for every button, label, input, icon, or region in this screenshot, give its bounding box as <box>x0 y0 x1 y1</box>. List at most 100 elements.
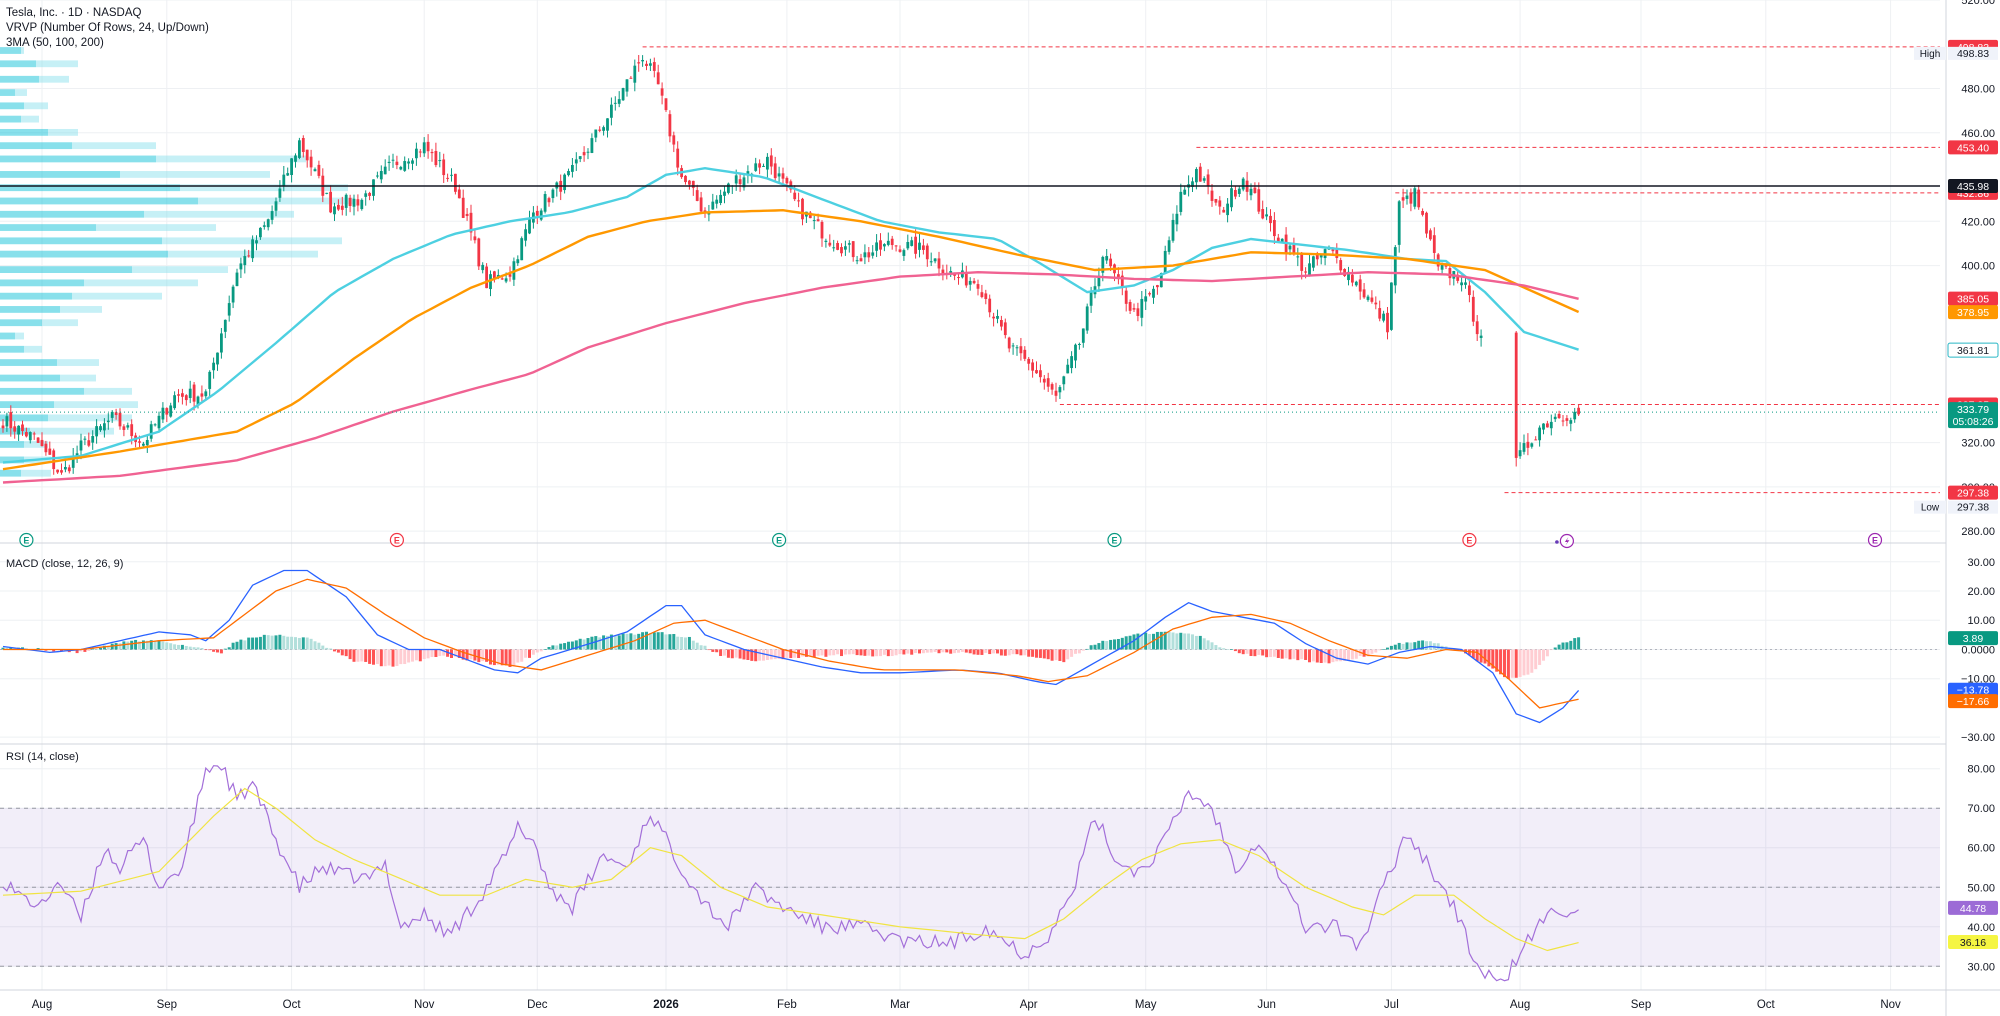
macd-histogram-bar <box>364 649 368 662</box>
candle <box>1471 290 1475 327</box>
macd-histogram-bar <box>313 641 317 650</box>
macd-histogram-bar <box>656 632 660 650</box>
candle <box>847 240 851 253</box>
rsi-axis-tick-label: 60.00 <box>1967 843 1995 855</box>
candle <box>855 255 859 265</box>
macd-histogram-bar <box>555 645 559 650</box>
candle <box>1070 351 1073 374</box>
macd-histogram-bar <box>687 636 691 650</box>
candle <box>348 194 352 213</box>
candle <box>243 249 247 274</box>
candle <box>91 430 95 450</box>
candle <box>1362 283 1366 299</box>
chart-legend: Tesla, Inc. · 1D · NASDAQ VRVP (Number O… <box>6 6 209 51</box>
candle <box>356 194 360 212</box>
candle <box>863 244 867 265</box>
macd-histogram-bar <box>282 635 286 650</box>
macd-histogram-bar <box>1569 640 1573 650</box>
time-axis-label: Oct <box>283 999 302 1011</box>
candle <box>321 168 325 203</box>
macd-histogram-bar <box>1272 649 1276 657</box>
macd-histogram-bar <box>1261 649 1265 656</box>
candle <box>40 432 44 447</box>
macd-histogram-bar <box>1339 649 1343 662</box>
macd-histogram-bar <box>399 649 403 665</box>
candle <box>1561 414 1565 427</box>
candle <box>1530 442 1534 449</box>
candle <box>1124 286 1128 312</box>
macd-histogram-bar <box>262 634 266 650</box>
svg-text:435.98: 435.98 <box>1957 181 1989 193</box>
macd-histogram-bar <box>465 649 469 661</box>
candle <box>844 240 847 256</box>
macd-histogram-bar <box>754 649 758 662</box>
rsi-value-tag: 36.16 <box>1948 934 1998 949</box>
macd-histogram-bar <box>403 649 407 665</box>
candle <box>1577 404 1580 416</box>
candle <box>535 205 539 225</box>
volume-profile-up-bar <box>0 441 24 448</box>
macd-histogram-bar <box>1206 640 1210 650</box>
moving-average-indicator-label[interactable]: 3MA (50, 100, 200) <box>6 37 104 49</box>
rsi-pane-title[interactable]: RSI (14, close) <box>6 751 79 763</box>
macd-histogram-bar <box>1417 640 1421 650</box>
macd-histogram-bar <box>1534 649 1538 670</box>
candle <box>758 159 761 175</box>
macd-histogram-bar <box>1549 649 1553 651</box>
candle <box>118 408 122 430</box>
macd-histogram-bar <box>1347 649 1350 661</box>
macd-histogram-bar <box>812 649 816 658</box>
macd-histogram-bar <box>1503 649 1506 678</box>
macd-histogram-bar <box>801 649 804 657</box>
macd-histogram-bar <box>157 640 161 650</box>
macd-histogram-bar <box>641 632 645 650</box>
candle <box>1 419 5 433</box>
candle <box>1425 211 1428 238</box>
macd-histogram-bar <box>1062 649 1066 663</box>
time-axis-label: Oct <box>1757 999 1776 1011</box>
macd-histogram-bar <box>1561 642 1565 650</box>
macd-histogram-bar <box>504 649 508 666</box>
volume-profile-down-bar <box>132 266 228 273</box>
macd-histogram-bar <box>816 649 820 656</box>
macd-pane-title[interactable]: MACD (close, 12, 26, 9) <box>6 558 124 570</box>
candle <box>333 202 336 222</box>
candle <box>582 146 586 162</box>
candle <box>668 110 672 143</box>
macd-histogram-bar <box>481 649 485 662</box>
symbol-title[interactable]: Tesla, Inc. · 1D · NASDAQ <box>6 7 142 19</box>
macd-histogram-bar <box>184 645 188 650</box>
macd-histogram-bar <box>660 632 664 650</box>
macd-histogram-bar <box>1183 633 1187 650</box>
macd-histogram-bar <box>894 649 898 656</box>
candle <box>286 167 290 176</box>
volume-profile-up-bar <box>0 210 144 218</box>
candle <box>106 413 110 430</box>
time-axis-label: Sep <box>1631 999 1651 1011</box>
macd-histogram-bar <box>535 649 539 653</box>
volume-profile-up-bar <box>0 155 156 163</box>
macd-histogram-bar <box>742 649 746 660</box>
macd-axis-tick-label: 0.0000 <box>1961 644 1995 656</box>
macd-histogram-bar <box>1393 644 1397 650</box>
macd-histogram-bar <box>1530 649 1534 673</box>
macd-histogram-bar <box>1304 649 1308 660</box>
macd-histogram-bar <box>879 649 882 657</box>
macd-histogram-bar <box>122 641 126 650</box>
macd-histogram-bar <box>1101 640 1105 650</box>
candle <box>660 82 664 105</box>
macd-histogram-bar <box>1191 634 1194 650</box>
time-axis-label: Aug <box>1510 999 1530 1011</box>
candle <box>1514 331 1518 467</box>
svg-text:05:08:26: 05:08:26 <box>1953 416 1994 428</box>
macd-histogram-bar <box>247 637 251 650</box>
macd-histogram-bar <box>1023 649 1027 656</box>
candle <box>282 165 286 192</box>
macd-histogram-bar <box>781 649 785 660</box>
vrvp-indicator-label[interactable]: VRVP (Number Of Rows, 24, Up/Down) <box>6 22 209 34</box>
macd-histogram-bar <box>1545 649 1549 657</box>
candle <box>762 163 765 167</box>
volume-profile-down-bar <box>42 319 78 327</box>
macd-histogram-bar <box>937 649 941 654</box>
